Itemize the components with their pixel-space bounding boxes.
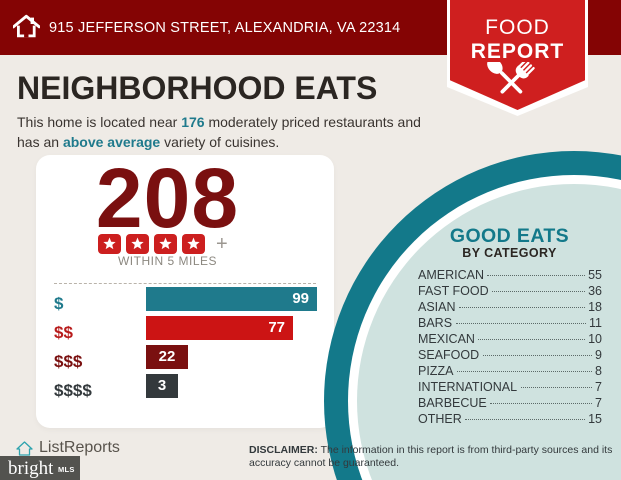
svg-text:+: + (216, 234, 228, 254)
